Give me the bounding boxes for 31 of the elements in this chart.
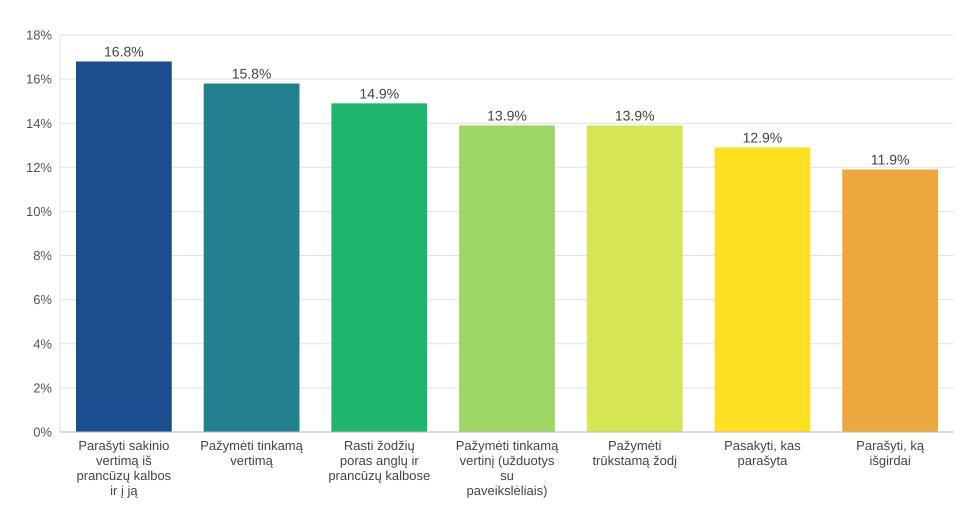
bar	[714, 147, 810, 432]
data-label: 11.9%	[870, 152, 910, 168]
x-tick-label: Rasti žodžių poras anglų ir prancūzų kalbose	[328, 438, 430, 483]
bar	[331, 103, 428, 432]
y-tick-label: 10%	[26, 204, 52, 219]
y-tick-label: 4%	[33, 336, 52, 352]
bar	[204, 84, 300, 432]
y-tick-label: 0%	[33, 424, 52, 440]
y-tick-label: 2%	[33, 380, 52, 396]
bar	[76, 61, 172, 432]
bar	[586, 125, 683, 432]
y-tick-label: 18%	[26, 28, 52, 43]
data-label: 16.8%	[104, 43, 144, 60]
x-tick-label: Pažymėti tinkamą vertinį (užduotys su paveikslėliais)	[456, 438, 560, 498]
y-tick-label: 14%	[26, 116, 52, 131]
data-label: 14.9%	[359, 85, 400, 102]
x-tick-label: Pažymėti trūkstamą žodį	[592, 438, 678, 468]
x-tick-label: Pažymėti tinkamą vertimą	[200, 438, 304, 468]
x-tick-label: Parašyti, ką išgirdai	[856, 438, 925, 468]
data-label: 13.9%	[487, 107, 527, 124]
data-label: 15.8%	[232, 66, 272, 82]
y-tick-label: 16%	[26, 72, 52, 87]
bar	[842, 170, 938, 432]
data-label: 12.9%	[742, 129, 782, 146]
y-tick-label: 8%	[33, 248, 52, 264]
y-tick-label: 6%	[33, 292, 52, 308]
bar	[459, 125, 555, 432]
x-tick-label: Parašyti sakinio vertimą iš prancūzų kalbos ir į ją	[76, 438, 172, 498]
x-tick-label: Pasakyti, kas parašyta	[724, 438, 802, 468]
y-tick-label: 12%	[26, 160, 52, 175]
data-label: 13.9%	[614, 107, 655, 124]
